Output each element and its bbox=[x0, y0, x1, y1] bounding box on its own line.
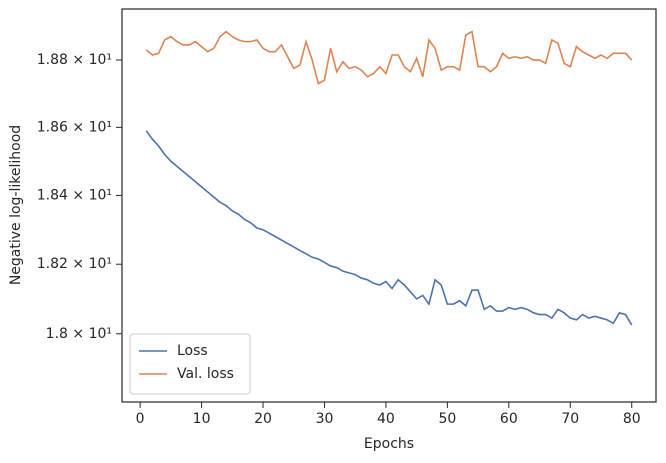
x-axis-label: Epochs bbox=[364, 436, 414, 452]
x-tick-label: 0 bbox=[136, 411, 145, 427]
y-tick-label: 1.82 × 10¹ bbox=[37, 256, 112, 272]
legend-label: Loss bbox=[177, 343, 208, 359]
y-tick-label: 1.88 × 10¹ bbox=[37, 52, 112, 68]
x-tick-label: 70 bbox=[561, 411, 579, 427]
y-tick-label: 1.86 × 10¹ bbox=[37, 119, 112, 135]
x-tick-label: 80 bbox=[623, 411, 641, 427]
plot-frame bbox=[121, 8, 657, 403]
y-axis-label: Negative log-likelihood bbox=[8, 125, 24, 285]
x-tick-label: 10 bbox=[193, 411, 211, 427]
x-tick-label: 40 bbox=[377, 411, 395, 427]
y-tick-label: 1.84 × 10¹ bbox=[37, 187, 112, 203]
x-tick-label: 20 bbox=[254, 411, 272, 427]
legend-box bbox=[129, 333, 251, 395]
series-line bbox=[145, 30, 633, 85]
legend: Loss Val. loss bbox=[129, 333, 251, 395]
y-tick-label: 1.8 × 10¹ bbox=[46, 326, 112, 342]
legend-label: Val. loss bbox=[177, 366, 234, 382]
x-tick-label: 60 bbox=[500, 411, 518, 427]
x-tick-label: 30 bbox=[316, 411, 334, 427]
x-tick-label: 50 bbox=[438, 411, 456, 427]
series-line bbox=[145, 130, 633, 326]
